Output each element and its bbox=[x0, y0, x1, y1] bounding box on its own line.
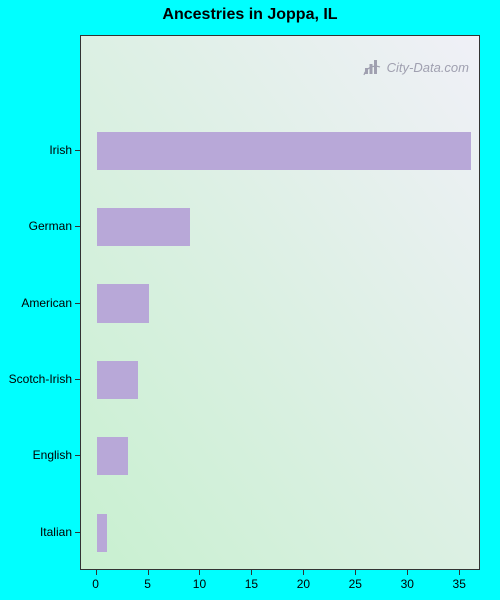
x-tick bbox=[199, 570, 200, 575]
x-axis-label: 20 bbox=[297, 577, 310, 591]
bar bbox=[97, 437, 128, 475]
y-tick bbox=[75, 379, 80, 380]
x-tick bbox=[459, 570, 460, 575]
x-axis-label: 5 bbox=[144, 577, 151, 591]
watermark-text: City-Data.com bbox=[387, 60, 469, 75]
x-tick bbox=[251, 570, 252, 575]
y-tick bbox=[75, 150, 80, 151]
y-axis-label: Scotch-Irish bbox=[0, 372, 72, 386]
x-tick bbox=[148, 570, 149, 575]
y-tick bbox=[75, 532, 80, 533]
city-data-icon bbox=[362, 58, 382, 76]
x-tick bbox=[303, 570, 304, 575]
watermark: City-Data.com bbox=[362, 58, 469, 76]
x-tick bbox=[407, 570, 408, 575]
y-tick bbox=[75, 226, 80, 227]
x-axis-label: 10 bbox=[193, 577, 206, 591]
y-axis-label: German bbox=[0, 219, 72, 233]
chart-title: Ancestries in Joppa, IL bbox=[0, 6, 500, 24]
y-axis-label: American bbox=[0, 296, 72, 310]
x-axis-label: 15 bbox=[245, 577, 258, 591]
plot-area: City-Data.com bbox=[80, 35, 480, 570]
y-tick bbox=[75, 303, 80, 304]
y-axis-label: Italian bbox=[0, 525, 72, 539]
bar bbox=[97, 514, 107, 552]
chart-container: Ancestries in Joppa, IL City-Data.com Ir… bbox=[0, 0, 500, 600]
x-tick bbox=[96, 570, 97, 575]
y-axis-label: English bbox=[0, 448, 72, 462]
y-axis-label: Irish bbox=[0, 143, 72, 157]
x-axis-label: 30 bbox=[401, 577, 414, 591]
bar bbox=[97, 208, 191, 246]
x-tick bbox=[355, 570, 356, 575]
bar bbox=[97, 132, 471, 170]
y-tick bbox=[75, 455, 80, 456]
bar bbox=[97, 361, 139, 399]
bar bbox=[97, 284, 149, 322]
x-axis-label: 0 bbox=[92, 577, 99, 591]
x-axis-label: 25 bbox=[349, 577, 362, 591]
x-axis-label: 35 bbox=[453, 577, 466, 591]
